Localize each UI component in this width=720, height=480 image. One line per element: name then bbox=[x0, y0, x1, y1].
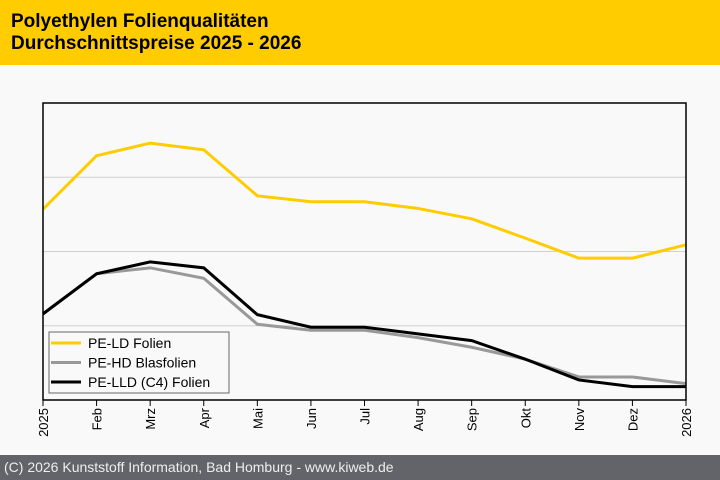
x-tick-label: Okt bbox=[518, 408, 533, 429]
series-line-2 bbox=[42, 260, 686, 389]
x-tick-label: Nov bbox=[572, 408, 587, 432]
x-tick-label: 2025 bbox=[36, 408, 51, 437]
line-chart: 2025 Feb Mrz Apr Mai Jun Jul Aug Sep Okt Nov Dez 202… bbox=[36, 102, 694, 437]
series-lines bbox=[41, 141, 687, 389]
legend-label: PE-LD Folien bbox=[88, 335, 171, 351]
footer: (C) 2026 Kunststoff Information, Bad Hom… bbox=[0, 455, 720, 480]
x-tick-label: Sep bbox=[465, 408, 480, 431]
legend-label: PE-LLD (C4) Folien bbox=[88, 374, 210, 390]
series-line-0 bbox=[41, 141, 687, 260]
copyright-text: (C) 2026 Kunststoff Information, Bad Hom… bbox=[4, 459, 394, 475]
x-tick-label: Mai bbox=[250, 408, 265, 429]
x-tick-label: 2026 bbox=[679, 408, 694, 437]
chart-subtitle: Durchschnittspreise 2025 - 2026 bbox=[11, 33, 302, 54]
x-tick-label: Jun bbox=[304, 408, 319, 429]
chart-title: Polyethylen Folienqualitäten bbox=[11, 11, 269, 32]
x-axis: 2025 Feb Mrz Apr Mai Jun Jul Aug Sep Okt Nov Dez 202… bbox=[36, 400, 694, 437]
legend-label: PE-HD Blasfolien bbox=[88, 355, 196, 371]
x-tick-label: Aug bbox=[411, 408, 426, 431]
chart-header: Polyethylen Folienqualitäten Durchschnit… bbox=[0, 0, 720, 65]
x-tick-label: Jul bbox=[358, 408, 373, 425]
x-tick-label: Feb bbox=[90, 408, 105, 430]
series-line-1 bbox=[42, 266, 687, 386]
legend: PE-LD Folien PE-HD Blasfolien PE-LLD (C4) … bbox=[48, 331, 230, 394]
x-tick-label: Mrz bbox=[143, 408, 158, 430]
x-tick-label: Dez bbox=[625, 408, 640, 431]
gridlines bbox=[43, 176, 686, 327]
x-tick-label: Apr bbox=[197, 407, 212, 428]
